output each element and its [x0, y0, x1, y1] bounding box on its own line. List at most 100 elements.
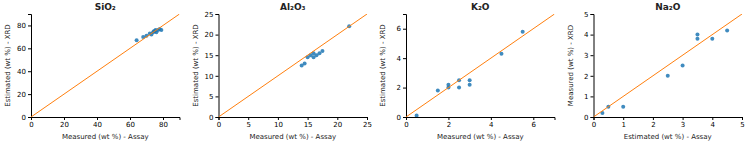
x-tick-label: 4	[711, 121, 716, 129]
panel: 05101520250510152025Al₂O₃Measured (wt %)…	[192, 2, 372, 141]
y-tick: 6	[397, 25, 406, 33]
plot-area	[406, 14, 555, 117]
y-tick-mark	[403, 88, 406, 89]
y-tick: 0	[22, 114, 31, 122]
y-tick-mark	[28, 94, 31, 95]
x-tick: 15	[304, 117, 313, 129]
point	[320, 49, 324, 53]
x-tick-label: 20	[333, 121, 342, 129]
y-tick: 0	[584, 114, 593, 122]
y-tick-mark	[216, 14, 219, 15]
y-tick-label: 0	[209, 114, 213, 122]
y-tick-mark	[591, 55, 594, 56]
y-tick: 60	[17, 45, 31, 53]
x-tick-mark	[130, 117, 131, 120]
y-tick-label: 0	[397, 114, 401, 122]
x-tick-label: 4	[489, 121, 494, 129]
x-tick: 60	[126, 117, 135, 129]
y-tick: 0	[397, 114, 406, 122]
plot-area	[219, 14, 368, 117]
x-tick-mark	[367, 117, 368, 120]
point	[695, 37, 699, 41]
y-tick-label: 15	[205, 52, 214, 60]
x-tick: 2	[651, 117, 655, 129]
title: Na₂O	[655, 2, 681, 12]
x-tick-mark	[248, 117, 249, 120]
x-tick-label: 80	[159, 121, 168, 129]
y-tick-mark	[216, 76, 219, 77]
x-tick-mark	[97, 117, 98, 120]
y-tick-label: 2	[584, 73, 588, 81]
x-tick-label: 3	[681, 121, 685, 129]
x-axis-title: Estimated (wt %) - Assay	[624, 133, 712, 141]
y-tick-mark	[28, 71, 31, 72]
x-tick-mark	[742, 117, 743, 120]
y-tick: 5	[209, 93, 218, 101]
y-tick-mark	[591, 117, 594, 118]
y-tick-label: 25	[205, 11, 214, 19]
x-tick-label: 40	[93, 121, 102, 129]
x-tick-mark	[64, 117, 65, 120]
point	[621, 105, 625, 109]
x-tick: 6	[532, 117, 537, 129]
y-axis-line	[591, 15, 595, 118]
y-tick-mark	[216, 117, 219, 118]
y-tick: 4	[584, 31, 593, 39]
x-tick-mark	[308, 117, 309, 120]
x-tick-label: 5	[740, 121, 744, 129]
x-tick-mark	[623, 117, 624, 120]
x-tick: 20	[60, 117, 69, 129]
y-tick-label: 1	[584, 93, 588, 101]
x-tick-mark	[653, 117, 654, 120]
y-tick-mark	[591, 96, 594, 97]
x-tick: 2	[447, 117, 451, 129]
y-tick: 2	[397, 84, 406, 92]
point	[695, 33, 699, 37]
y-tick-mark	[216, 35, 219, 36]
x-tick: 0	[217, 117, 221, 129]
x-tick-mark	[448, 117, 449, 120]
point	[521, 30, 525, 34]
x-tick-label: 0	[592, 121, 596, 129]
x-tick: 0	[404, 117, 408, 129]
x-axis-line	[407, 118, 556, 121]
y-tick-mark	[403, 29, 406, 30]
point	[135, 38, 139, 42]
y-axis: 0 2 4 6	[397, 15, 407, 122]
point	[681, 64, 685, 68]
point	[468, 83, 472, 87]
y-tick-label: 4	[397, 55, 402, 63]
point	[666, 74, 670, 78]
x-tick: 0	[592, 117, 596, 129]
point	[415, 114, 419, 117]
x-axis: 0 2 4 6	[404, 117, 555, 129]
x-tick-mark	[337, 117, 338, 120]
point	[457, 86, 461, 90]
x-axis: 0510152025	[217, 117, 372, 129]
x-tick-mark	[533, 117, 534, 120]
y-tick: 4	[397, 55, 406, 63]
x-tick: 25	[363, 117, 372, 129]
panel: 02460246K₂OMeasured (wt %) - AssayEstima…	[379, 2, 555, 141]
point	[436, 89, 440, 93]
y-tick: 20	[17, 91, 31, 99]
x-tick: 4	[711, 117, 716, 129]
y-axis-line	[216, 15, 220, 118]
y-tick: 15	[205, 52, 219, 60]
y-axis: 012345	[584, 11, 594, 122]
y-tick-mark	[28, 117, 31, 118]
x-tick: 10	[274, 117, 283, 129]
y-tick-label: 10	[205, 73, 214, 81]
y-tick: 0	[209, 114, 218, 122]
point	[725, 28, 729, 32]
x-tick-label: 10	[274, 121, 283, 129]
y-tick-mark	[216, 96, 219, 97]
y-tick-label: 20	[205, 31, 214, 39]
y-tick-mark	[28, 25, 31, 26]
x-tick: 1	[621, 117, 625, 129]
y-tick-mark	[591, 35, 594, 36]
y-axis: 0 5 10 15 20 25	[205, 11, 219, 122]
y-tick-mark	[591, 14, 594, 15]
x-tick-mark	[491, 117, 492, 120]
y-axis-title: Estimated (wt %) - XRD	[379, 24, 387, 106]
